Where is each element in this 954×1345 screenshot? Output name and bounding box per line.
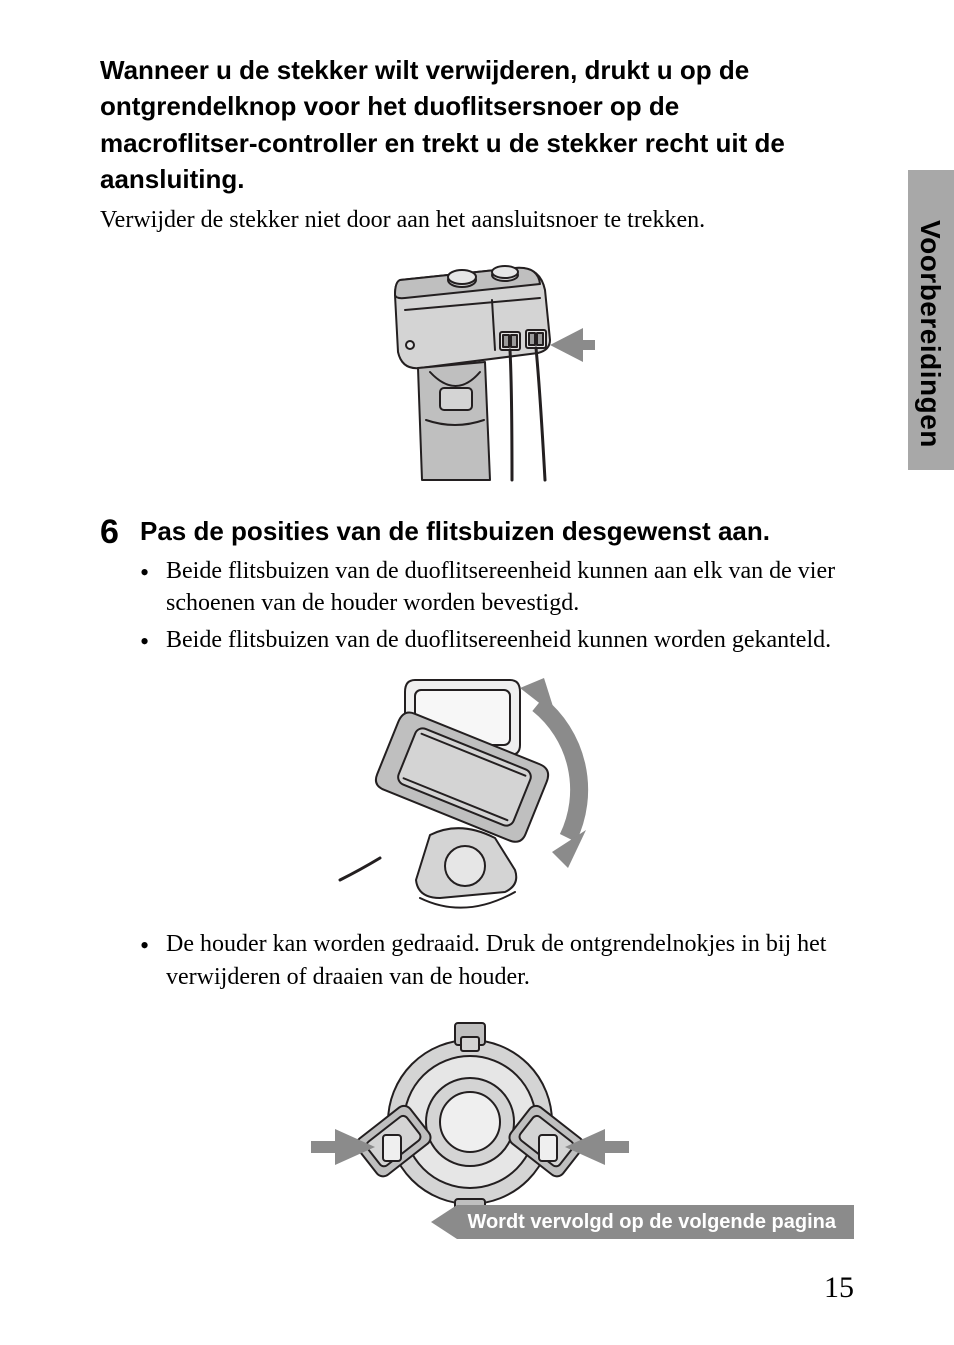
content-area: Wanneer u de stekker wilt verwijderen, d… bbox=[100, 52, 840, 1232]
page: Voorbereidingen Wanneer u de stekker wil… bbox=[0, 0, 954, 1345]
list-item: Beide flitsbuizen van de duoflitsereenhe… bbox=[140, 555, 840, 620]
intro-body: Verwijder de stekker niet door aan het a… bbox=[100, 204, 840, 236]
triangle-left-icon bbox=[431, 1205, 457, 1239]
list-item: Beide flitsbuizen van de duoflitsereenhe… bbox=[140, 624, 840, 656]
step-6: 6 Pas de posities van de flitsbuizen des… bbox=[100, 515, 840, 549]
list-item: De houder kan worden gedraaid. Druk de o… bbox=[140, 928, 840, 993]
continued-banner: Wordt vervolgd op de volgende pagina bbox=[431, 1205, 854, 1239]
bullet-list-2: De houder kan worden gedraaid. Druk de o… bbox=[140, 928, 840, 993]
illustration-controller bbox=[340, 250, 600, 485]
bullet-list-1: Beide flitsbuizen van de duoflitsereenhe… bbox=[140, 555, 840, 656]
step-title: Pas de posities van de flitsbuizen desge… bbox=[140, 515, 840, 549]
page-number: 15 bbox=[824, 1271, 854, 1305]
step-number: 6 bbox=[100, 515, 140, 549]
intro-heading: Wanneer u de stekker wilt verwijderen, d… bbox=[100, 52, 840, 198]
section-tab-label: Voorbereidingen bbox=[914, 220, 946, 448]
illustration-rotate bbox=[305, 1007, 635, 1232]
illustration-tilt bbox=[320, 670, 620, 910]
continued-label: Wordt vervolgd op de volgende pagina bbox=[457, 1205, 854, 1239]
